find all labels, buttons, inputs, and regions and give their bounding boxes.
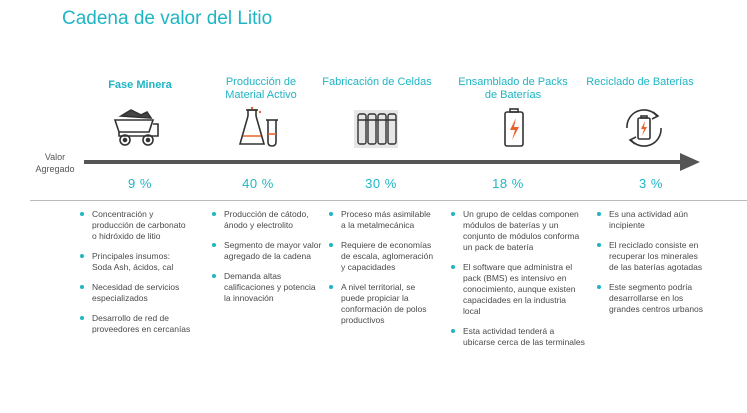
bullet-item: Segmento de mayor valor agregado de la c… [212, 240, 322, 262]
stage-heading-recycling: Reciclado de Baterías [586, 76, 694, 88]
bullets-active-material: Producción de cátodo, ánodo y electrolit… [212, 209, 322, 313]
bullet-item: Desarrollo de red de proveedores en cerc… [80, 313, 192, 335]
battery-cells-icon [351, 106, 401, 150]
mining-truck-icon [111, 106, 161, 150]
bullet-item: Esta actividad tenderá a ubicarse cerca … [451, 326, 585, 348]
bullet-item: Demanda altas calificaciones y potencia … [212, 271, 322, 304]
bullet-item: Producción de cátodo, ánodo y electrolit… [212, 209, 322, 231]
percent-packs: 18 % [492, 176, 524, 191]
lab-flasks-icon [236, 106, 286, 150]
bullets-cells: Proceso más asimilable a la metalmecánic… [329, 209, 435, 335]
valor-agregado-label: Valor Agregado [35, 152, 75, 174]
stage-heading-mining: Fase Minera [108, 79, 172, 91]
bullet-item: Este segmento podría desarrollarse en lo… [597, 282, 709, 315]
bullet-item: El reciclado consiste en recuperar los m… [597, 240, 709, 273]
battery-charge-icon [489, 106, 539, 150]
bullets-mining: Concentración y producción de carbonato … [80, 209, 192, 344]
bullet-item: Requiere de economías de escala, aglomer… [329, 240, 435, 273]
percent-cells: 30 % [365, 176, 397, 191]
bullets-packs: Un grupo de celdas componen módulos de b… [451, 209, 585, 357]
percent-recycling: 3 % [639, 176, 663, 191]
percent-mining: 9 % [128, 176, 152, 191]
bullet-item: Es una actividad aún incipiente [597, 209, 709, 231]
bullet-item: El software que administra el pack (BMS)… [451, 262, 585, 317]
percent-active-material: 40 % [242, 176, 274, 191]
bullet-item: Concentración y producción de carbonato … [80, 209, 192, 242]
stage-heading-packs: Ensamblado de Packs de Baterías [458, 76, 568, 101]
bullet-item: Un grupo de celdas componen módulos de b… [451, 209, 585, 253]
battery-recycle-icon [619, 106, 669, 150]
bullet-item: Principales insumos: Soda Ash, ácidos, c… [80, 251, 192, 273]
bullets-recycling: Es una actividad aún incipiente El recic… [597, 209, 709, 324]
value-chain-arrow [84, 152, 704, 172]
page-title: Cadena de valor del Litio [62, 8, 273, 29]
stage-heading-active-material: Producción de Material Activo [225, 76, 297, 101]
bullet-item: A nivel territorial, se puede propiciar … [329, 282, 435, 326]
divider-line [30, 200, 747, 201]
bullet-item: Necesidad de servicios especializados [80, 282, 192, 304]
stage-heading-cells: Fabricación de Celdas [322, 76, 432, 88]
bullet-item: Proceso más asimilable a la metalmecánic… [329, 209, 435, 231]
